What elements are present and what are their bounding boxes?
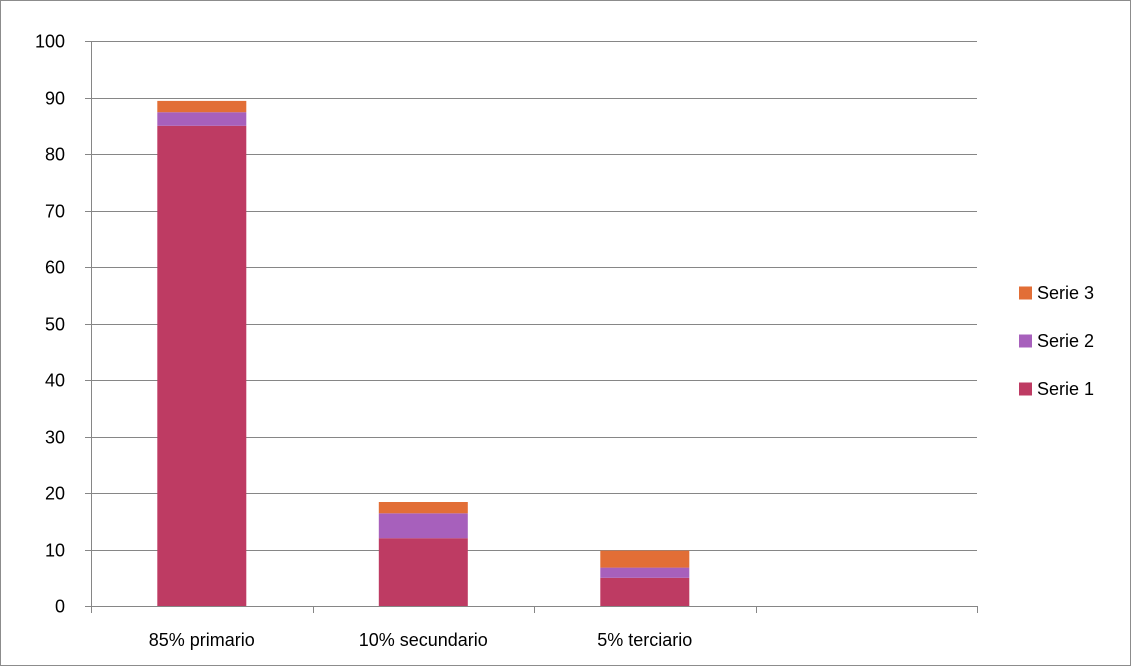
y-tick-label: 100 — [35, 32, 65, 52]
legend-label: Serie 1 — [1037, 379, 1094, 399]
bar-segment-serie-1 — [378, 538, 468, 606]
legend-swatch — [1019, 286, 1032, 300]
axes — [85, 41, 977, 607]
legend-swatch — [1019, 382, 1032, 396]
legend-label: Serie 2 — [1037, 331, 1094, 351]
y-tick-label: 90 — [45, 89, 65, 109]
x-axis-ticks: 85% primario 10% secundario 5% terciario — [91, 606, 978, 650]
legend: Serie 3 Serie 2 Serie 1 — [1019, 283, 1094, 399]
x-tick-label: 85% primario — [149, 630, 255, 650]
bar-segment-serie-3 — [600, 550, 690, 568]
x-tick-label: 10% secundario — [359, 630, 488, 650]
y-tick-label: 80 — [45, 145, 65, 165]
x-tick-label: 5% terciario — [597, 630, 692, 650]
y-tick-label: 30 — [45, 428, 65, 448]
y-tick-label: 70 — [45, 202, 65, 222]
y-tick-label: 40 — [45, 371, 65, 391]
bar-segment-serie-2 — [378, 513, 468, 539]
bar-segment-serie-2 — [157, 112, 247, 126]
y-tick-label: 60 — [45, 258, 65, 278]
bar-segment-serie-1 — [157, 125, 247, 607]
legend-label: Serie 3 — [1037, 283, 1094, 303]
bar-segment-serie-3 — [157, 100, 247, 113]
y-tick-label: 0 — [55, 597, 65, 617]
y-tick-label: 50 — [45, 315, 65, 335]
bar-segment-serie-2 — [600, 567, 690, 578]
bars — [157, 100, 690, 607]
bar-segment-serie-1 — [600, 577, 690, 607]
y-tick-label: 20 — [45, 484, 65, 504]
legend-swatch — [1019, 334, 1032, 348]
bar-segment-serie-3 — [378, 502, 468, 514]
y-tick-label: 10 — [45, 541, 65, 561]
y-axis-ticks: 0 10 20 30 40 50 60 70 80 90 100 — [35, 32, 91, 617]
